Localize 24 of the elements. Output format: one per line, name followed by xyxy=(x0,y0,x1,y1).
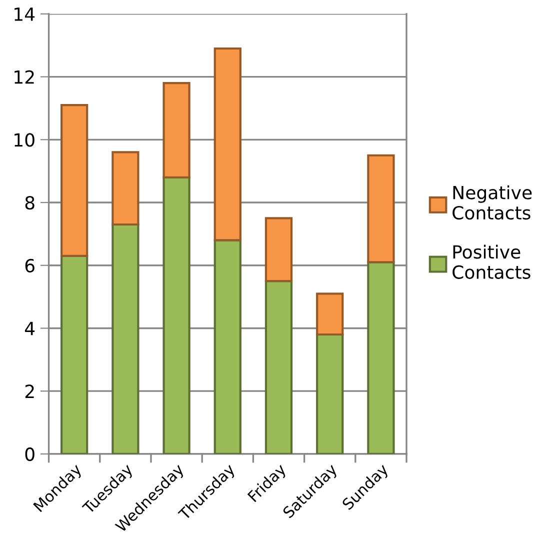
bar xyxy=(112,223,140,454)
y-tick-label: 6 xyxy=(25,258,34,272)
bar xyxy=(264,217,293,282)
y-tick-label: 10 xyxy=(14,133,34,147)
y-tick-label: 4 xyxy=(24,322,35,336)
y-tick-label: 2 xyxy=(25,384,34,398)
bar xyxy=(214,47,242,242)
bar xyxy=(60,254,88,454)
legend-label: Negative Contacts xyxy=(452,185,532,220)
y-tick-label: 14 xyxy=(14,8,35,21)
bar xyxy=(60,104,88,257)
bar xyxy=(316,333,344,454)
bar xyxy=(162,82,190,178)
y-tick-label: 0 xyxy=(25,447,34,462)
bar xyxy=(367,261,395,454)
bar xyxy=(214,239,242,454)
bar xyxy=(264,280,293,454)
bar xyxy=(316,292,344,336)
bar xyxy=(367,154,395,264)
y-tick-label: 8 xyxy=(25,196,34,210)
bar xyxy=(112,151,140,226)
y-tick-label: 12 xyxy=(14,70,34,84)
bar xyxy=(162,176,190,454)
legend-label: Positive Contacts xyxy=(452,244,530,279)
